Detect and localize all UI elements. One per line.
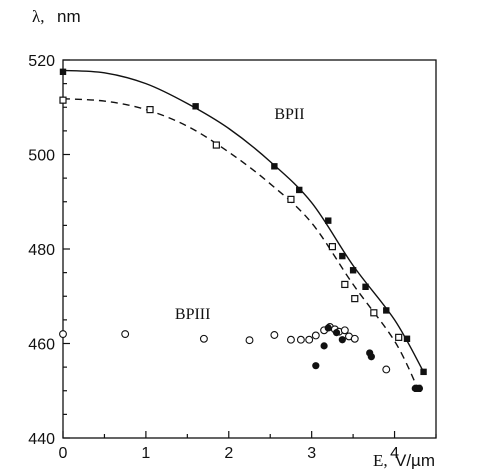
hollow-circle-point bbox=[245, 336, 254, 345]
hollow-circle-point bbox=[121, 330, 130, 338]
hollow-square-point bbox=[146, 106, 154, 114]
y-tick-label: 520 bbox=[28, 53, 55, 70]
hollow-square-point bbox=[59, 96, 67, 104]
series-label: BPIII bbox=[175, 306, 211, 323]
filled-square-point bbox=[349, 267, 357, 274]
filled-square-point bbox=[362, 283, 369, 290]
plot-frame bbox=[62, 59, 437, 439]
x-tick-label: 1 bbox=[141, 445, 150, 462]
filled-circle-point bbox=[312, 362, 320, 370]
solid-fit-curve bbox=[62, 69, 425, 373]
y-tick-label: 440 bbox=[28, 431, 55, 448]
hollow-circle-point bbox=[311, 331, 320, 340]
hollow-circle-point bbox=[382, 365, 391, 374]
hollow-square-point bbox=[341, 280, 349, 289]
fit-curves bbox=[62, 69, 425, 389]
filled-square-point bbox=[325, 217, 332, 224]
hollow-circle-point bbox=[305, 335, 314, 344]
y-axis-variable: λ, bbox=[32, 7, 45, 26]
filled-square-point bbox=[296, 186, 303, 194]
hollow-circle-point bbox=[286, 335, 295, 344]
x-tick-label: 0 bbox=[59, 445, 68, 462]
dashed-fit-curve bbox=[62, 98, 419, 389]
hollow-square-point bbox=[287, 195, 295, 203]
filled-square-point bbox=[383, 307, 390, 314]
filled-circle-point bbox=[332, 329, 341, 337]
filled-circle-point bbox=[415, 384, 424, 392]
filled-square-point bbox=[339, 252, 346, 260]
hollow-square-point bbox=[351, 295, 359, 303]
hollow-square-point bbox=[370, 309, 378, 317]
filled-circle-point bbox=[367, 353, 375, 361]
hollow-square-point bbox=[212, 141, 220, 149]
filled-square-point bbox=[403, 335, 411, 342]
filled-circle-point bbox=[324, 324, 332, 332]
filled-circle-point bbox=[320, 342, 328, 350]
series-label: BPII bbox=[274, 106, 304, 123]
hollow-circle-point bbox=[270, 331, 279, 339]
hollow-square-point bbox=[395, 333, 403, 341]
x-tick-label: 2 bbox=[224, 445, 233, 462]
hollow-square-point bbox=[328, 243, 336, 251]
y-tick-label: 500 bbox=[28, 148, 55, 165]
labels: λ, nm E, V/µm BPII BPIII bbox=[32, 7, 435, 469]
hollow-circle-point bbox=[340, 326, 349, 335]
x-axis-unit: V/µm bbox=[395, 451, 435, 469]
filled-square-point bbox=[59, 68, 67, 76]
filled-square-point bbox=[420, 368, 427, 376]
data-points bbox=[59, 68, 427, 392]
y-axis-unit: nm bbox=[57, 7, 81, 26]
axes: 440 460 480 500 520 0 1 2 3 4 bbox=[28, 53, 437, 462]
hollow-circle-point bbox=[199, 334, 208, 343]
hollow-circle-point bbox=[350, 334, 359, 343]
y-tick-label: 480 bbox=[28, 242, 55, 259]
x-axis-variable: E, bbox=[373, 451, 388, 469]
y-tick-label: 460 bbox=[28, 337, 55, 354]
x-tick-label: 4 bbox=[390, 445, 399, 462]
hollow-circle-point bbox=[59, 330, 67, 338]
filled-square-point bbox=[192, 103, 199, 110]
filled-square-point bbox=[271, 163, 278, 170]
x-tick-label: 3 bbox=[307, 445, 316, 462]
hollow-circle-point bbox=[296, 335, 305, 344]
filled-circle-point bbox=[338, 336, 346, 344]
